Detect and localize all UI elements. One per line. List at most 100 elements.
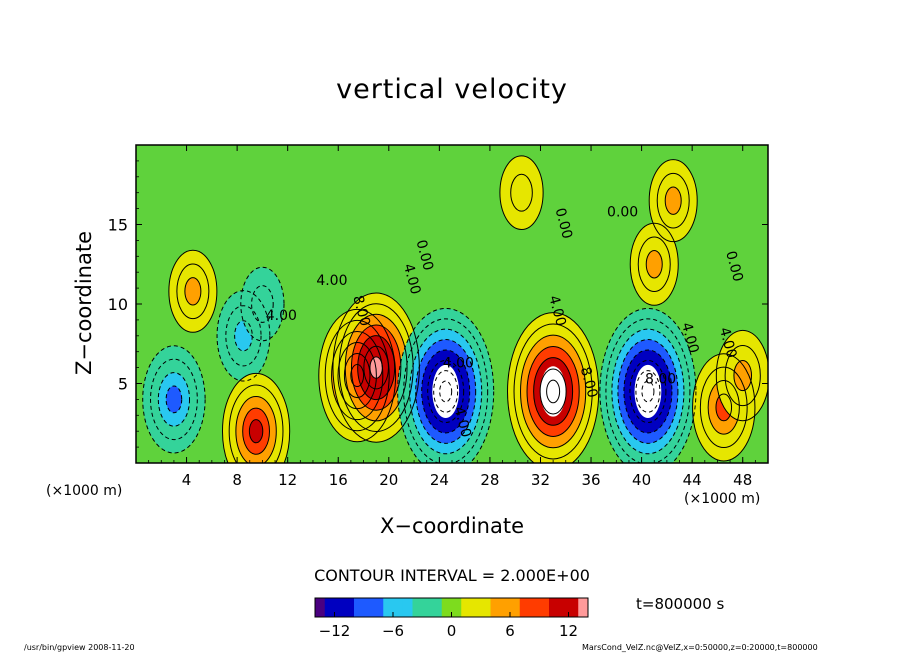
contour-line	[338, 303, 414, 433]
contour-line	[433, 370, 459, 413]
x-unit-right: (×1000 m)	[684, 491, 761, 507]
x-tick-label: 12	[278, 471, 297, 489]
contour-line	[242, 407, 270, 455]
y-ticks: 5 10 15	[108, 144, 768, 464]
contour-lines	[142, 155, 768, 463]
contour-line	[439, 380, 453, 403]
colorbar-segment	[568, 598, 579, 617]
colorbar: −12 −6 0 6 12	[314, 597, 589, 640]
colorbar-segment	[480, 598, 491, 617]
colorbar-segment	[471, 598, 482, 617]
contour-labels: 4.008.004.004.000.000.00 0.004.004.004.00…	[266, 205, 746, 440]
contour-label: 4.00	[716, 326, 740, 360]
colorbar-segment	[578, 598, 589, 617]
chart-title: vertical velocity	[336, 74, 568, 105]
colorbar-segment	[363, 598, 374, 617]
x-tick-label: 48	[733, 471, 752, 489]
contour-line	[157, 372, 191, 427]
contour-line	[251, 285, 274, 323]
contour-line	[533, 357, 574, 426]
y-tick-label: 15	[108, 216, 128, 235]
contour-line	[369, 356, 383, 379]
contour-line	[235, 396, 277, 463]
contour-line	[645, 250, 663, 279]
x-tick-label: 16	[329, 471, 348, 489]
contour-line	[520, 334, 587, 449]
heatmap-blob	[665, 186, 682, 215]
contour-label: 0.00	[413, 238, 437, 272]
contour-line	[648, 159, 698, 243]
contour-line	[343, 352, 371, 399]
contour-line	[415, 339, 477, 444]
contour-line	[363, 345, 389, 390]
saturated-core	[634, 364, 662, 419]
contour-label: 4.00	[450, 405, 474, 439]
colorbar-segment	[549, 598, 560, 617]
colorbar-segment	[529, 598, 540, 617]
contour-line	[617, 339, 679, 444]
contour-line	[539, 368, 567, 415]
contour-line	[331, 330, 384, 421]
x-tick-label: 36	[581, 471, 600, 489]
contour-line	[629, 222, 679, 306]
contour-line	[623, 349, 673, 434]
contour-label: 4.00	[400, 262, 424, 296]
contour-label: 0.00	[607, 205, 638, 221]
contour-line	[142, 345, 206, 454]
colorbar-segment	[344, 598, 355, 617]
heatmap-blob	[249, 419, 263, 443]
colorbar-tick-label: 0	[447, 622, 457, 640]
contour-line	[510, 173, 533, 212]
x-tick-label: 40	[632, 471, 651, 489]
heatmap-blob	[646, 250, 663, 278]
contour-line	[513, 323, 593, 460]
colorbar-segment	[451, 598, 462, 617]
contour-line	[641, 380, 655, 403]
x-tick-label: 8	[232, 471, 242, 489]
contour-label: 8.00	[349, 294, 373, 328]
contour-line	[427, 359, 465, 424]
colorbar-tick-label: 6	[505, 622, 515, 640]
colorbar-segment	[558, 598, 569, 617]
colorbar-segment	[539, 598, 550, 617]
contour-interval-label: CONTOUR INTERVAL = 2.000E+00	[314, 566, 590, 585]
contour-line	[397, 307, 495, 463]
contour-line	[546, 379, 561, 404]
colorbar-segment	[334, 598, 345, 617]
heatmap-blob	[184, 277, 201, 305]
contour-line	[715, 329, 768, 422]
saturated-core	[432, 364, 460, 419]
colorbar-segment	[393, 598, 404, 617]
contour-line	[337, 341, 377, 410]
colorbar-segment	[354, 598, 365, 617]
colorbar-segment	[324, 598, 335, 617]
contour-line	[150, 358, 198, 441]
contour-label: 8.00	[577, 365, 601, 399]
colorbar-segment	[315, 598, 326, 617]
plot-area: 4.008.004.004.000.000.00 0.004.004.004.00…	[135, 144, 769, 464]
colorbar-segment	[490, 598, 501, 617]
saturated-core	[540, 366, 566, 417]
x-unit-left: (×1000 m)	[46, 483, 123, 499]
x-tick-label: 20	[379, 471, 398, 489]
contour-line	[221, 372, 291, 463]
contour-label: 4.00	[266, 308, 297, 324]
contour-line	[733, 359, 753, 392]
contour-line	[228, 384, 284, 463]
contour-line	[664, 186, 682, 215]
contour-line	[635, 370, 661, 413]
contour-line	[165, 385, 183, 414]
contour-line	[699, 366, 748, 449]
y-tick-label: 10	[108, 295, 128, 314]
contour-line	[707, 380, 740, 435]
contour-line	[350, 324, 402, 411]
contour-line	[637, 236, 671, 293]
contour-line	[629, 359, 667, 424]
colorbar-segment	[383, 598, 394, 617]
contour-line	[357, 335, 396, 401]
colorbar-segment	[461, 598, 472, 617]
heatmap-blob	[510, 174, 533, 212]
contour-line	[240, 266, 285, 342]
x-tick-label: 44	[683, 471, 702, 489]
